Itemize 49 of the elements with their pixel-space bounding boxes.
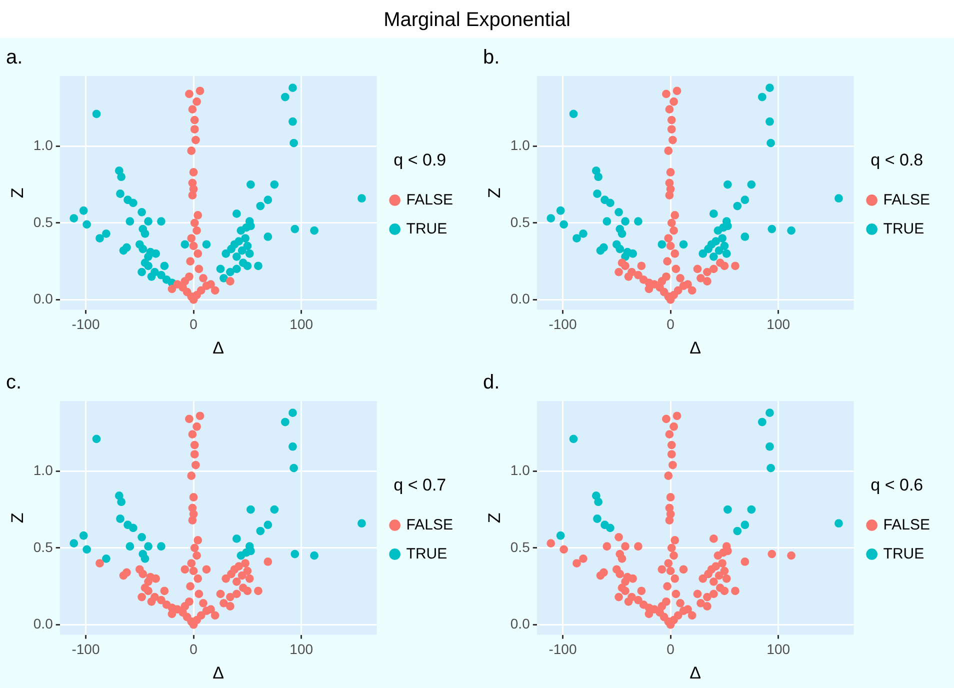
- y-axis-title: Z: [8, 188, 27, 198]
- x-tick-label: 100: [290, 316, 314, 332]
- y-axis-title: Z: [484, 512, 504, 524]
- x-tick-label: 100: [766, 641, 790, 658]
- x-tick-label: 100: [290, 641, 314, 658]
- x-tick-label: -100: [548, 641, 577, 658]
- y-tick-label: 0.5: [510, 538, 530, 555]
- legend-label: TRUE: [883, 220, 924, 238]
- legend-title: q < 0.8: [870, 150, 924, 170]
- y-axis-title: Z: [8, 512, 27, 524]
- y-axis-title: Z: [484, 188, 504, 198]
- y-tick-label: 1.0: [510, 137, 530, 154]
- y-tick-label: 0.0: [33, 616, 54, 632]
- y-tick-label: 0.0: [510, 616, 530, 632]
- x-axis-title: Δ: [212, 338, 224, 358]
- y-tick-label: 0.5: [33, 214, 54, 230]
- x-axis-title: Δ: [690, 663, 702, 682]
- x-tick-label: 100: [766, 316, 790, 332]
- y-tick-label: 0.5: [33, 538, 54, 555]
- legend-label: TRUE: [406, 545, 448, 562]
- x-tick-label: -100: [72, 316, 100, 332]
- chart-title: b.: [483, 46, 500, 69]
- chart-title: d.: [483, 372, 500, 394]
- legend-label: FALSE: [883, 516, 930, 534]
- x-axis-title: Δ: [212, 663, 224, 682]
- y-tick-label: 1.0: [510, 462, 530, 478]
- y-tick-label: 0.0: [33, 290, 54, 307]
- legend-title: q < 0.9: [394, 150, 446, 170]
- legend-label: FALSE: [406, 516, 454, 534]
- chart-title: c.: [6, 372, 22, 394]
- y-tick-label: 0.0: [510, 290, 530, 307]
- legend-label: TRUE: [406, 220, 448, 238]
- x-tick-label: -100: [72, 641, 100, 658]
- legend-label: TRUE: [883, 545, 924, 562]
- x-tick-label: 0: [666, 316, 675, 332]
- legend-label: FALSE: [883, 191, 930, 208]
- x-tick-label: 0: [666, 641, 675, 658]
- chart-title: a.: [6, 46, 23, 69]
- x-tick-label: 0: [190, 316, 198, 332]
- x-axis-title: Δ: [690, 338, 702, 358]
- y-tick-label: 0.5: [510, 214, 530, 230]
- y-tick-label: 1.0: [33, 137, 54, 154]
- legend-label: FALSE: [406, 191, 454, 208]
- legend-title: q < 0.6: [870, 475, 924, 494]
- x-tick-label: 0: [190, 641, 198, 658]
- x-tick-label: -100: [548, 316, 577, 332]
- text: Marginal Exponential: [382, 8, 572, 33]
- y-tick-label: 1.0: [33, 462, 54, 478]
- legend-title: q < 0.7: [394, 475, 446, 494]
